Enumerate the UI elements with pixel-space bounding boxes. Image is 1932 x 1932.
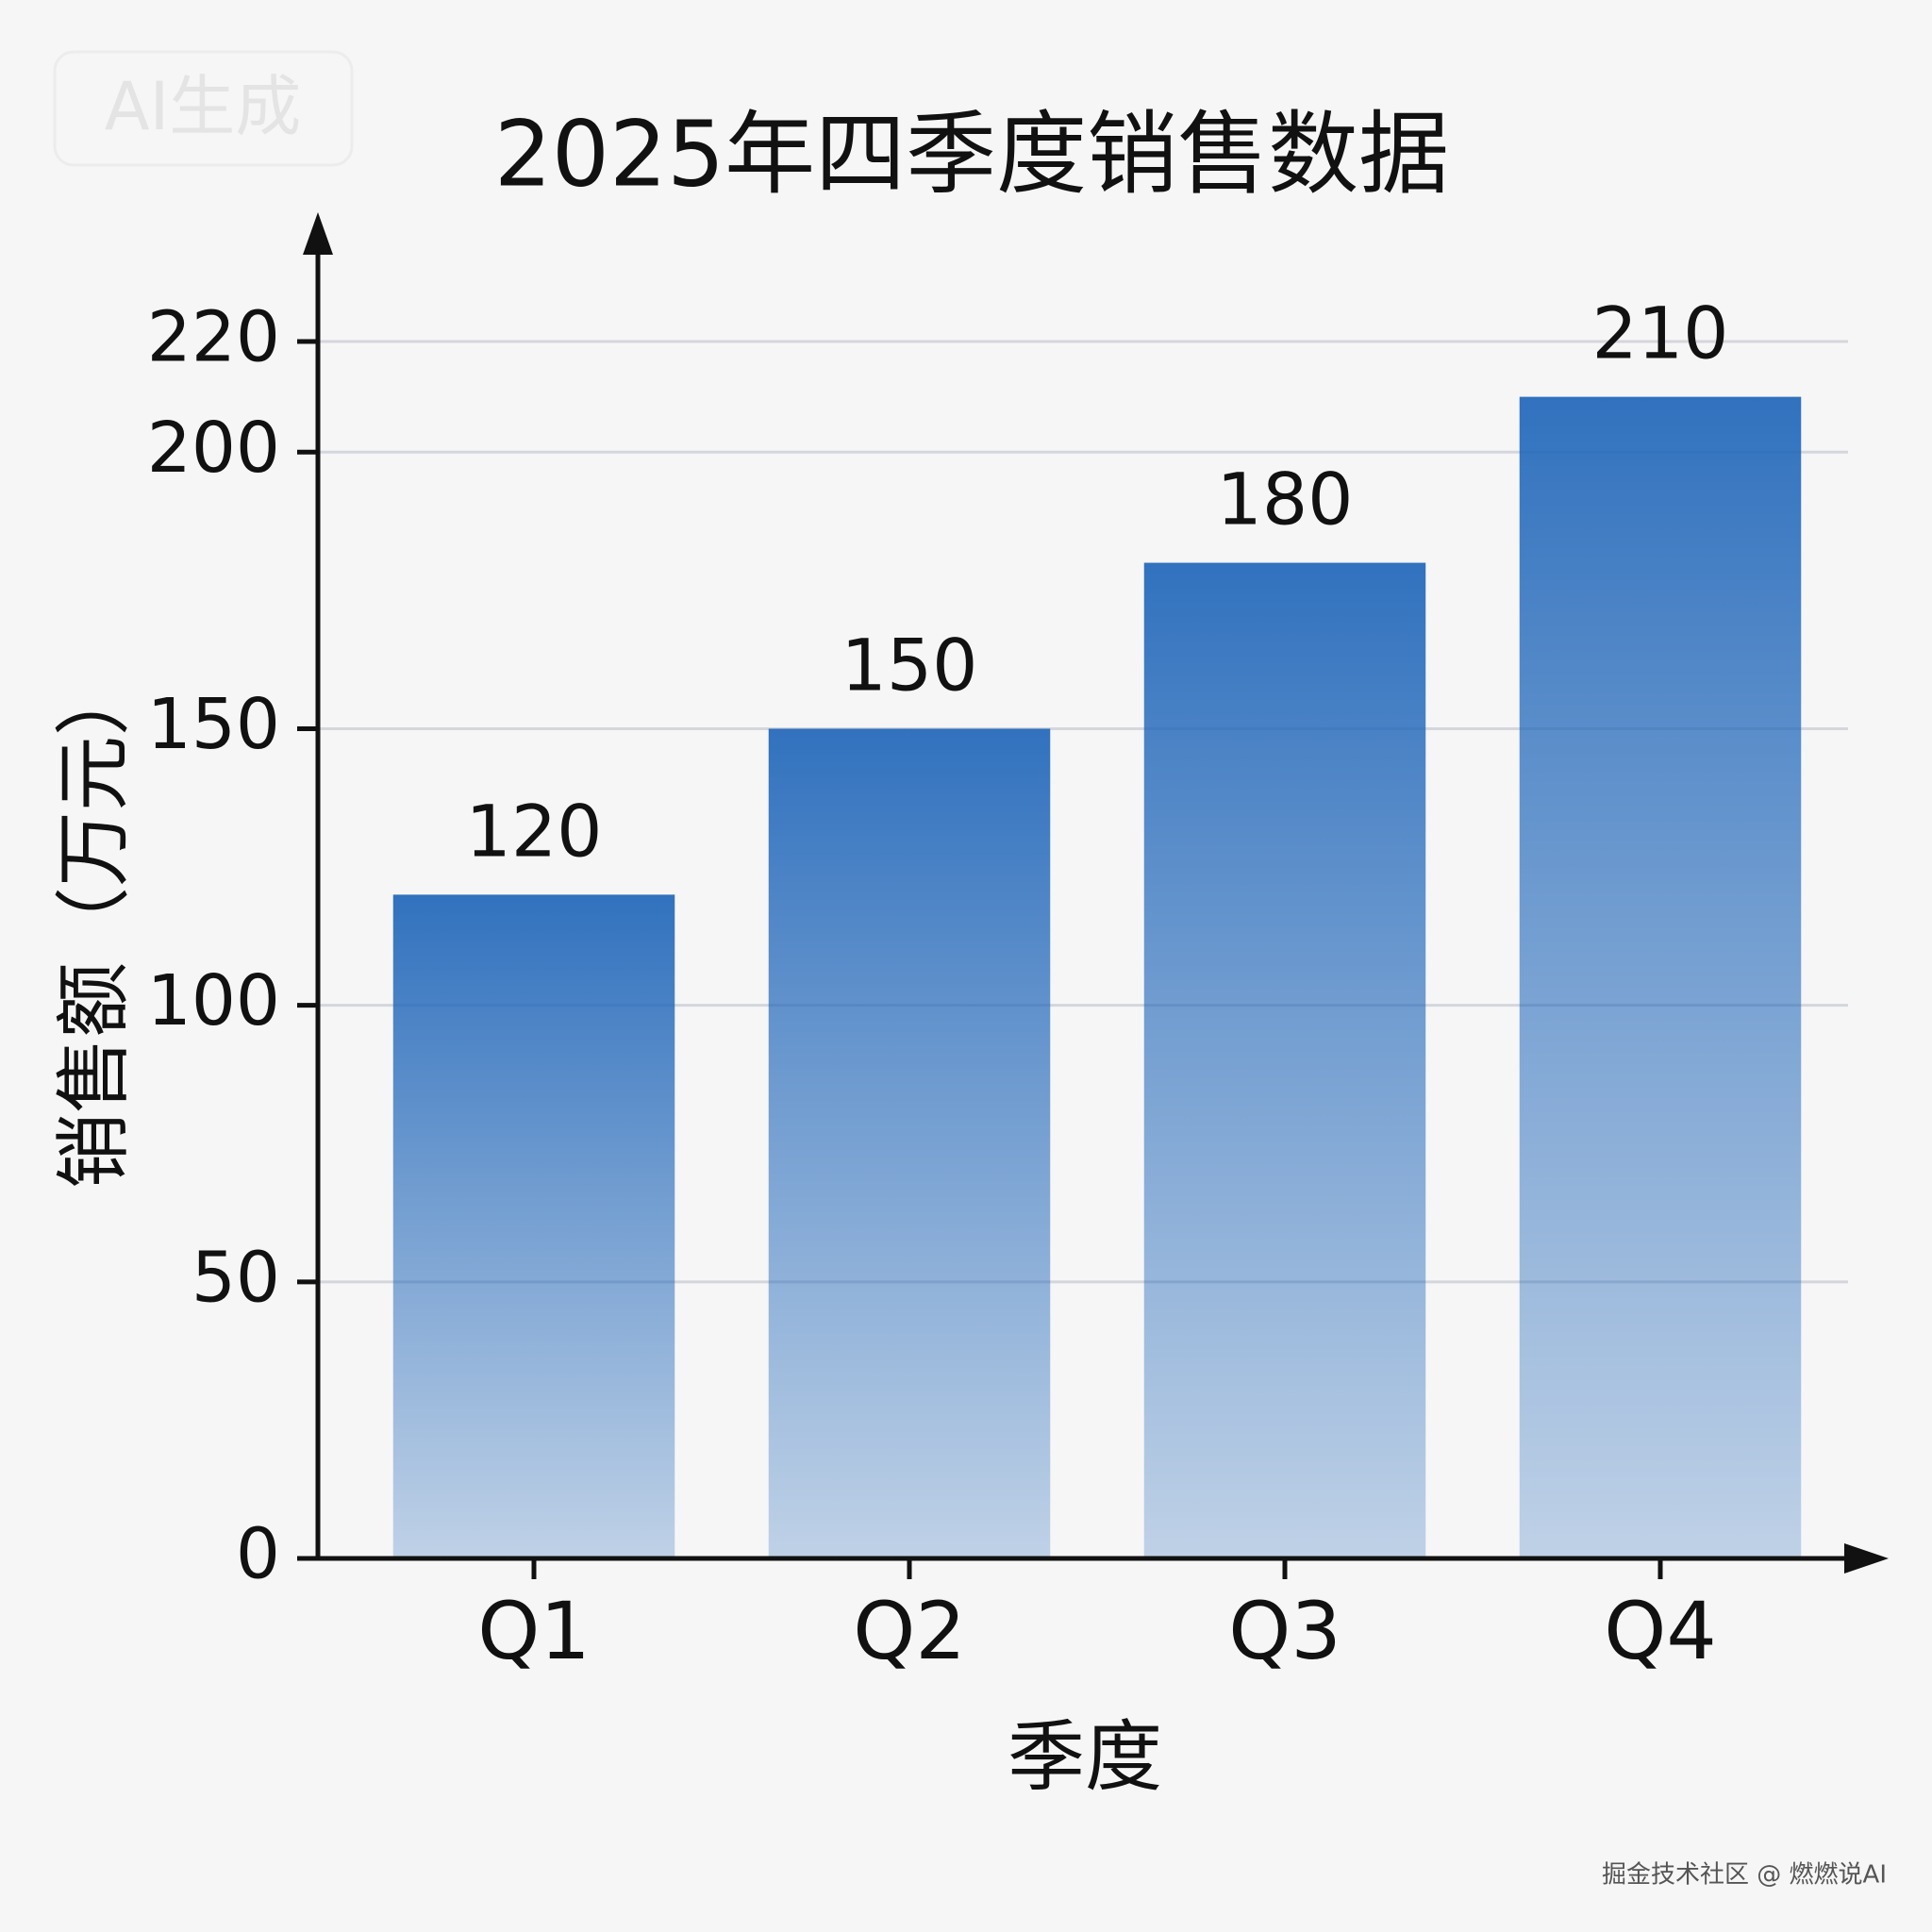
value-label: 120 bbox=[465, 789, 602, 873]
watermark-box bbox=[53, 50, 354, 167]
y-tick-label: 100 bbox=[147, 960, 280, 1041]
x-tick-label: Q1 bbox=[477, 1585, 591, 1677]
footer: 掘金技术社区 @ 燃燃说AI bbox=[1602, 1861, 1887, 1890]
value-label: 180 bbox=[1216, 458, 1353, 541]
y-tick-label: 0 bbox=[236, 1514, 280, 1595]
chart-title: 2025年四季度销售数据 bbox=[494, 101, 1449, 207]
x-tick-label: Q3 bbox=[1228, 1585, 1341, 1677]
bar bbox=[1519, 396, 1802, 1558]
x-axis-arrow bbox=[1844, 1543, 1889, 1574]
y-tick-label: 220 bbox=[147, 297, 280, 378]
value-label: 210 bbox=[1591, 291, 1728, 375]
x-axis-label: 季度 bbox=[1008, 1712, 1162, 1802]
bar bbox=[392, 894, 675, 1558]
value-label: 150 bbox=[841, 623, 977, 707]
bar bbox=[768, 728, 1051, 1558]
y-axis-arrow bbox=[303, 212, 333, 255]
x-tick-label: Q4 bbox=[1604, 1585, 1717, 1677]
y-axis-label: 销售额（万元） bbox=[50, 660, 138, 1189]
y-tick-label: 150 bbox=[147, 684, 280, 765]
y-tick-label: 50 bbox=[192, 1237, 280, 1318]
x-tick-label: Q2 bbox=[853, 1585, 966, 1677]
bar bbox=[1143, 562, 1426, 1559]
y-tick-label: 200 bbox=[147, 408, 280, 489]
watermark: AI生成 bbox=[105, 68, 302, 145]
